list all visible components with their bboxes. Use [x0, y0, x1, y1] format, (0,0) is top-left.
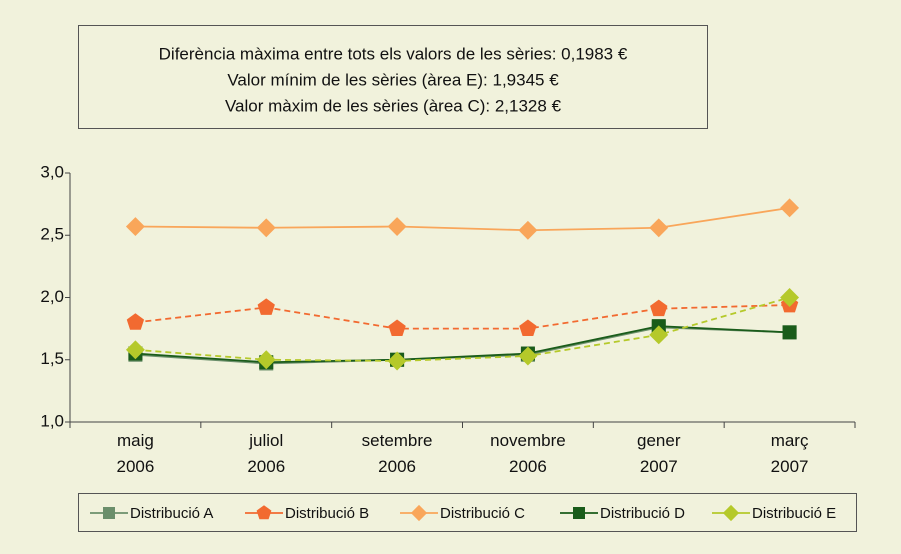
marker	[782, 325, 797, 340]
x-tick-label: març 2007	[771, 431, 809, 476]
marker	[519, 319, 537, 336]
y-tick-label: 3,0	[40, 162, 64, 181]
series-line	[135, 325, 790, 364]
marker	[518, 220, 538, 240]
legend-marker	[573, 507, 585, 519]
legend-marker	[256, 505, 272, 520]
legend-label: Distribució C	[440, 505, 525, 522]
marker	[650, 299, 668, 317]
legend-label: Distribució E	[752, 505, 836, 522]
y-tick-label: 1,0	[40, 411, 64, 430]
x-tick-label-line: 2006	[509, 457, 547, 476]
y-tick-label: 2,0	[40, 287, 64, 306]
marker	[126, 313, 145, 330]
legend-marker	[103, 507, 115, 519]
x-tick-label-line: juliol	[248, 431, 283, 450]
x-tick-label: setembre 2006	[362, 431, 433, 476]
x-tick-label-line: 2007	[640, 457, 678, 476]
info-line: Valor màxim de les sèries (àrea C): 2,13…	[225, 96, 562, 115]
marker	[780, 198, 800, 218]
x-tick-label-line: 2007	[771, 457, 809, 476]
x-tick-label-line: març	[771, 431, 809, 450]
legend-box	[78, 493, 857, 532]
x-tick-label-line: 2006	[378, 457, 416, 476]
marker	[649, 218, 669, 238]
marker	[649, 325, 669, 345]
x-tick-label: novembre 2006	[490, 431, 566, 476]
x-tick-label: gener 2007	[637, 431, 681, 476]
info-line: Valor mínim de les sèries (àrea E): 1,93…	[227, 70, 559, 89]
legend-label: Distribució B	[285, 505, 369, 522]
legend-label: Distribució A	[130, 505, 213, 522]
marker	[257, 298, 275, 315]
legend-marker	[722, 504, 740, 522]
y-tick-label: 2,5	[40, 225, 64, 244]
x-tick-label-line: maig	[117, 431, 154, 450]
legend-marker	[410, 504, 428, 522]
marker	[256, 350, 276, 370]
marker	[388, 319, 406, 336]
x-tick-label: juliol 2006	[247, 431, 285, 476]
x-tick-label-line: 2006	[117, 457, 155, 476]
series-line	[135, 206, 790, 232]
marker	[387, 351, 407, 371]
marker	[780, 288, 800, 307]
x-tick-label: maig 2006	[117, 431, 155, 476]
info-line: Diferència màxima entre tots els valors …	[159, 44, 628, 63]
legend-label: Distribució D	[600, 505, 685, 522]
marker	[125, 340, 145, 360]
x-tick-label-line: 2006	[247, 457, 285, 476]
marker	[256, 218, 276, 238]
x-tick-label-line: setembre	[362, 431, 433, 450]
x-tick-label-line: novembre	[490, 431, 566, 450]
marker	[518, 346, 538, 366]
y-tick-label: 1,5	[40, 349, 64, 368]
marker	[387, 217, 407, 236]
x-tick-label-line: gener	[637, 431, 681, 450]
marker	[125, 217, 145, 236]
info-box	[78, 25, 708, 129]
